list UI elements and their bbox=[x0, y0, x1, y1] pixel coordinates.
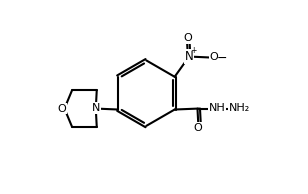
Text: +: + bbox=[190, 46, 197, 55]
Text: O: O bbox=[58, 104, 66, 113]
Text: −: − bbox=[216, 52, 227, 65]
Text: O: O bbox=[194, 123, 203, 133]
Text: N: N bbox=[91, 103, 100, 113]
Text: NH: NH bbox=[209, 103, 226, 113]
Text: O: O bbox=[184, 33, 192, 43]
Text: O: O bbox=[209, 52, 218, 62]
Text: N: N bbox=[185, 50, 193, 63]
Text: NH₂: NH₂ bbox=[229, 103, 250, 113]
